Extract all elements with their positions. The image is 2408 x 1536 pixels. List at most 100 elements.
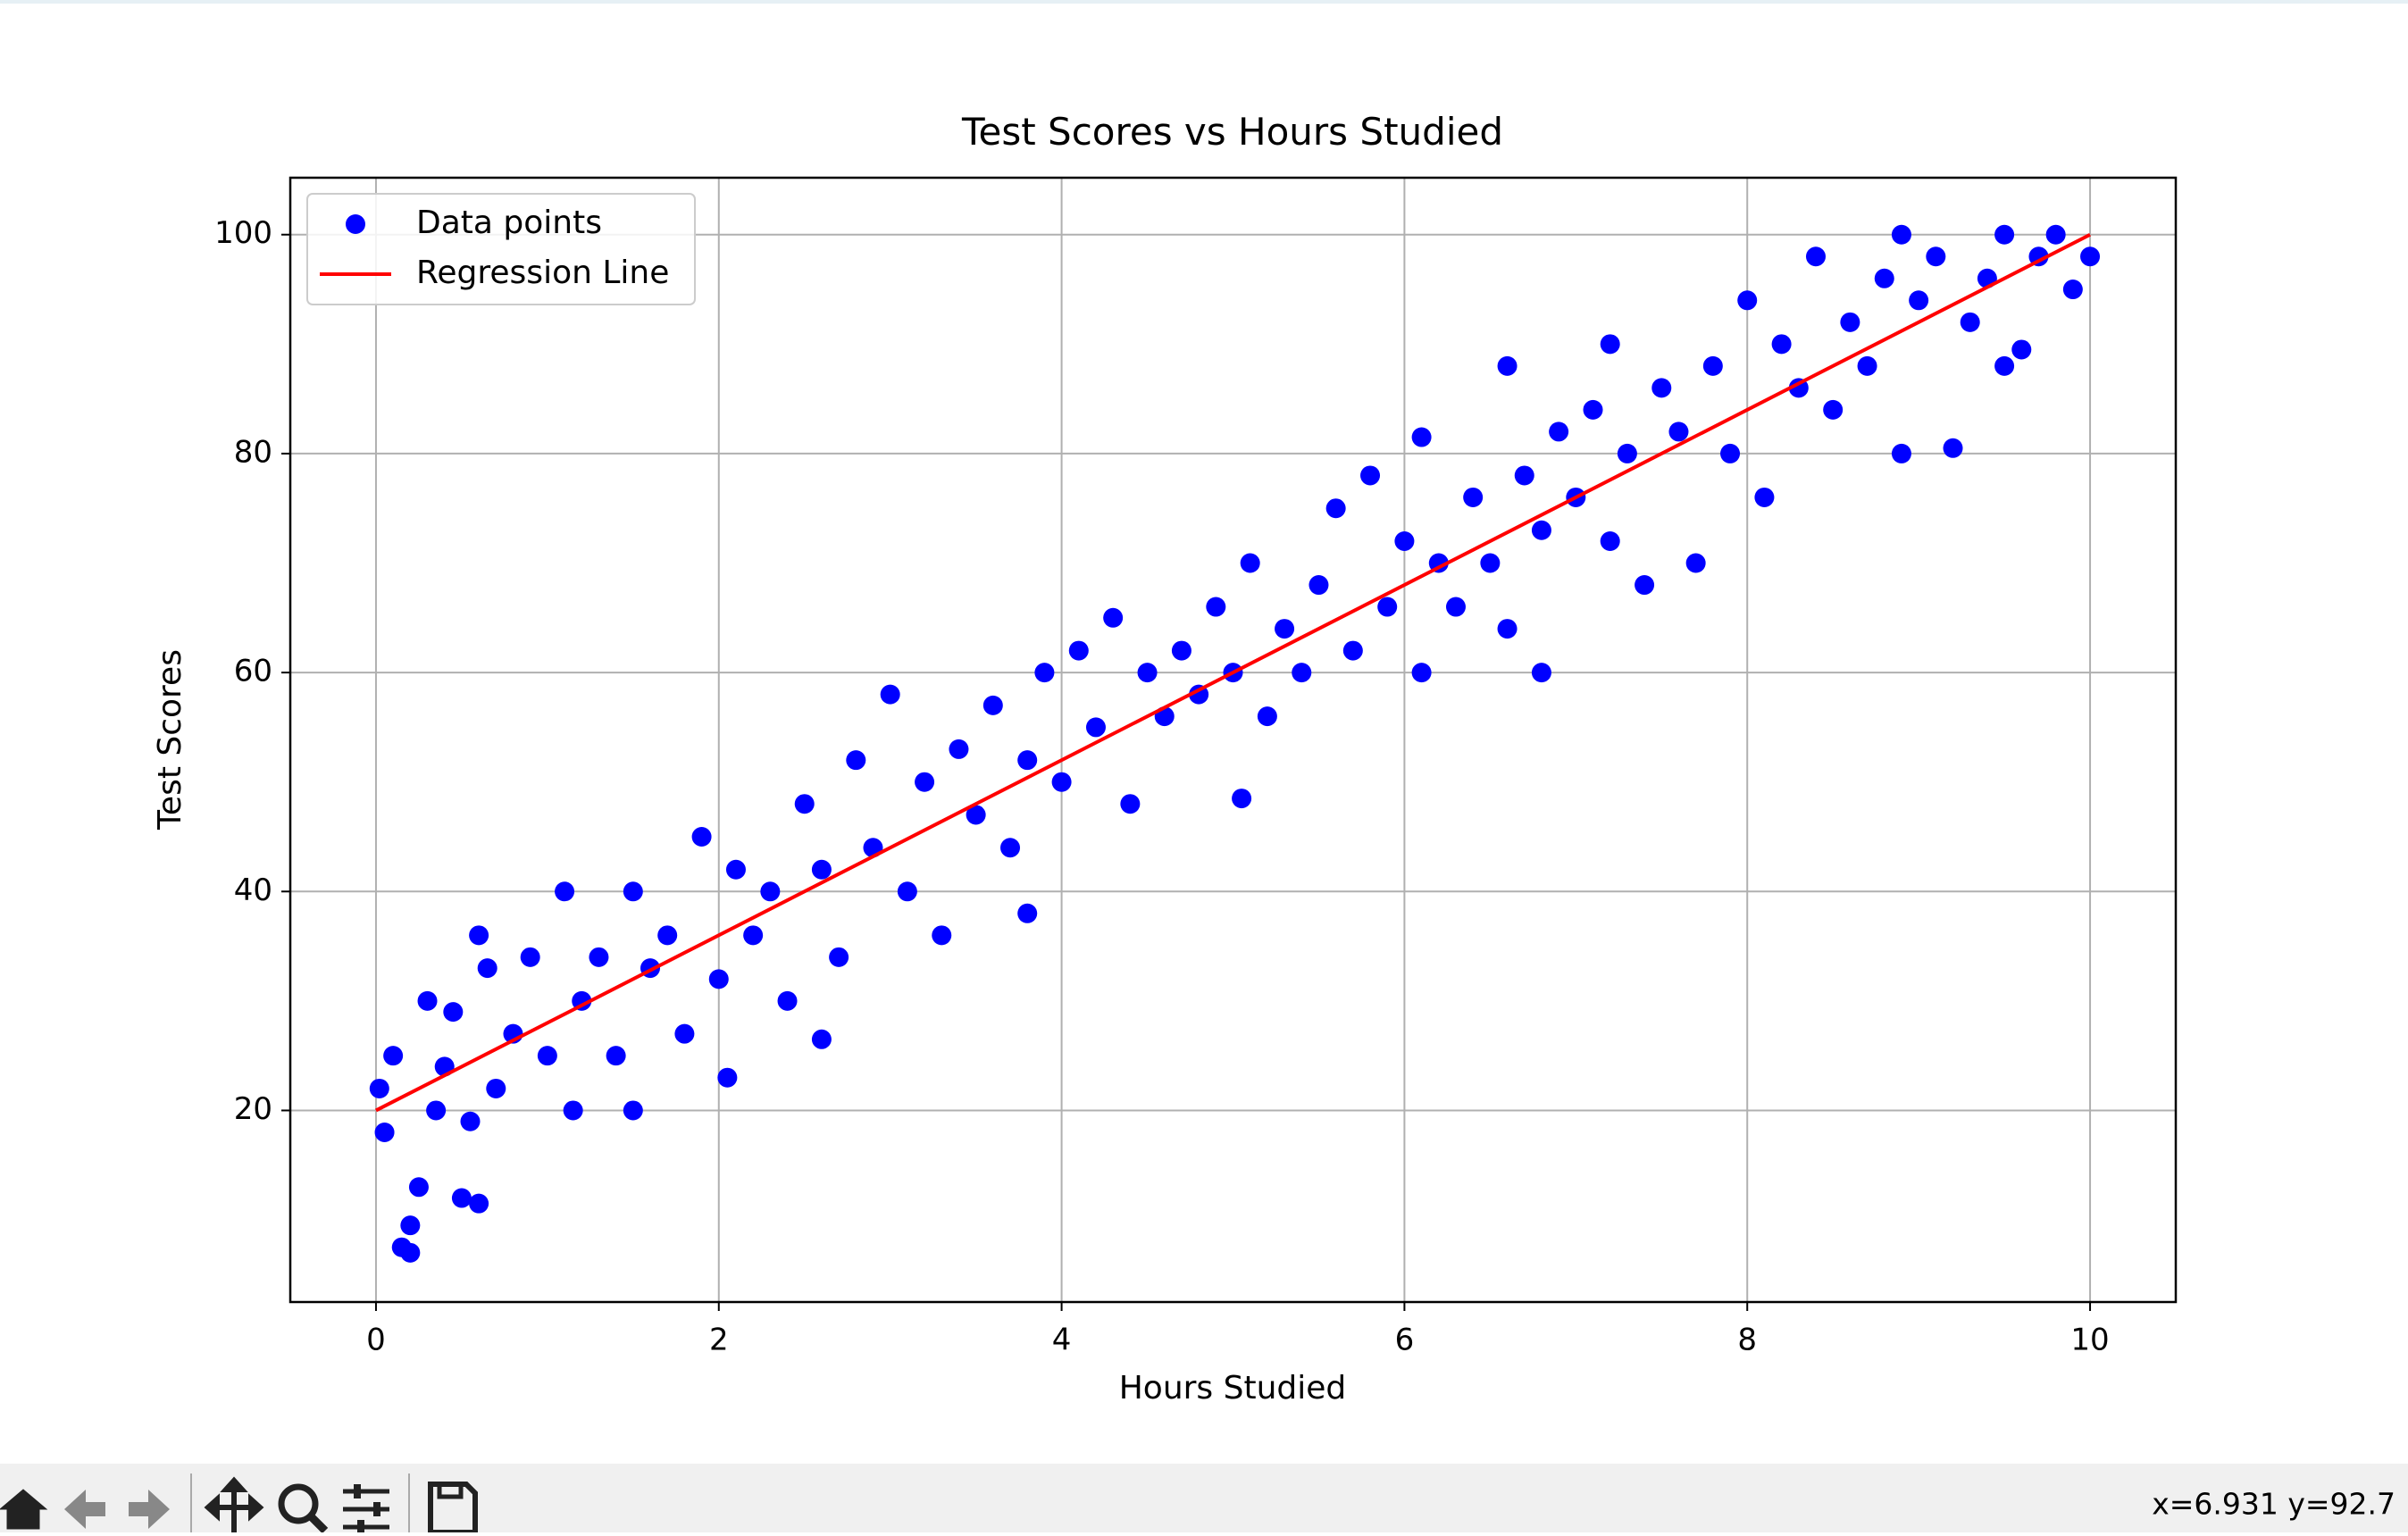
data-point: [417, 990, 438, 1011]
data-point: [1651, 378, 1672, 398]
data-point: [623, 881, 643, 902]
data-point: [829, 947, 849, 967]
x-tick-label: 0: [366, 1323, 386, 1358]
data-point: [1583, 399, 1603, 420]
data-point: [1411, 427, 1432, 447]
home-button[interactable]: [0, 1489, 48, 1530]
data-point: [426, 1100, 447, 1121]
data-point: [1085, 717, 1106, 738]
data-point: [1668, 422, 1689, 442]
data-point: [1394, 530, 1415, 551]
data-point: [897, 881, 917, 902]
data-point: [1891, 224, 1911, 245]
data-point: [1171, 640, 1191, 661]
data-point: [1292, 663, 1312, 683]
data-point: [400, 1215, 421, 1236]
data-point: [717, 1067, 738, 1088]
data-point: [1480, 553, 1501, 573]
data-point: [1257, 706, 1277, 727]
forward-button[interactable]: [129, 1490, 170, 1529]
data-point: [846, 750, 866, 771]
y-tick-label: 20: [234, 1091, 272, 1127]
data-point: [1909, 290, 1929, 311]
legend-label: Regression Line: [416, 255, 669, 291]
data-point: [1445, 597, 1466, 617]
data-point: [1360, 465, 1381, 486]
toolbar: [0, 1464, 2408, 1532]
data-point: [1840, 312, 1860, 332]
data-point: [1377, 597, 1398, 617]
data-point: [760, 881, 781, 902]
data-point: [966, 805, 986, 825]
x-tick-label: 2: [709, 1323, 729, 1358]
x-tick-label: 8: [1737, 1323, 1757, 1358]
x-tick-label: 10: [2070, 1323, 2109, 1358]
legend-box: [306, 193, 696, 305]
data-point: [1600, 334, 1620, 355]
x-axis-label: Hours Studied: [1119, 1370, 1347, 1407]
data-point: [1240, 553, 1260, 573]
data-point: [1411, 663, 1432, 683]
y-tick-label: 100: [214, 215, 272, 251]
data-point: [949, 739, 969, 759]
data-point: [1206, 597, 1226, 617]
data-point: [451, 1188, 472, 1208]
data-point: [1325, 498, 1346, 519]
data-point: [623, 1100, 643, 1121]
data-point: [915, 772, 935, 792]
data-point: [383, 1046, 404, 1066]
data-point: [1737, 290, 1758, 311]
pan-button[interactable]: [204, 1476, 264, 1532]
data-point: [1891, 443, 1911, 463]
data-point: [1275, 619, 1295, 639]
data-point: [1103, 607, 1124, 628]
data-point: [408, 1177, 429, 1198]
data-point: [1137, 663, 1158, 683]
data-point: [2062, 280, 2083, 300]
data-point: [1549, 422, 1569, 442]
data-point: [443, 1002, 464, 1023]
y-tick-label: 80: [234, 434, 272, 470]
data-point: [1805, 246, 1826, 267]
data-point: [1720, 443, 1741, 463]
plot-frame: [288, 176, 2178, 1304]
data-point: [1309, 575, 1329, 596]
x-tick-label: 6: [1395, 1323, 1415, 1358]
status-text: x=6.931 y=92.7: [2152, 1487, 2395, 1522]
y-axis-label: Test Scores: [152, 649, 188, 831]
data-point: [1617, 443, 1637, 463]
x-tick-label: 4: [1052, 1323, 1072, 1358]
legend-marker: [346, 214, 365, 234]
data-point: [1823, 399, 1844, 420]
data-point: [1497, 619, 1518, 639]
y-tick-label: 40: [234, 872, 272, 908]
data-point: [1685, 553, 1706, 573]
data-point: [691, 826, 712, 847]
data-point: [2045, 224, 2066, 245]
data-point: [1017, 750, 1038, 771]
data-point: [794, 794, 815, 814]
configure-button[interactable]: [343, 1489, 389, 1530]
data-point: [932, 925, 952, 946]
data-point: [486, 1078, 506, 1098]
data-point: [1771, 334, 1792, 355]
data-point: [1232, 789, 1252, 809]
data-point: [555, 881, 575, 902]
data-point: [374, 1122, 395, 1142]
data-point: [400, 1242, 421, 1263]
toolbar-icons: [0, 1473, 478, 1535]
zoom-button[interactable]: [278, 1483, 319, 1524]
data-point: [2011, 339, 2032, 360]
chart-title: Test Scores vs Hours Studied: [961, 110, 1503, 154]
data-point: [811, 1029, 832, 1049]
window-edge: [0, 0, 2408, 4]
data-point: [1463, 487, 1484, 507]
data-point: [1857, 355, 1877, 376]
data-point: [1497, 355, 1518, 376]
data-point: [1000, 838, 1021, 858]
legend: Data points Regression Line: [306, 193, 696, 305]
back-button[interactable]: [64, 1490, 105, 1529]
data-point: [1943, 438, 1963, 458]
